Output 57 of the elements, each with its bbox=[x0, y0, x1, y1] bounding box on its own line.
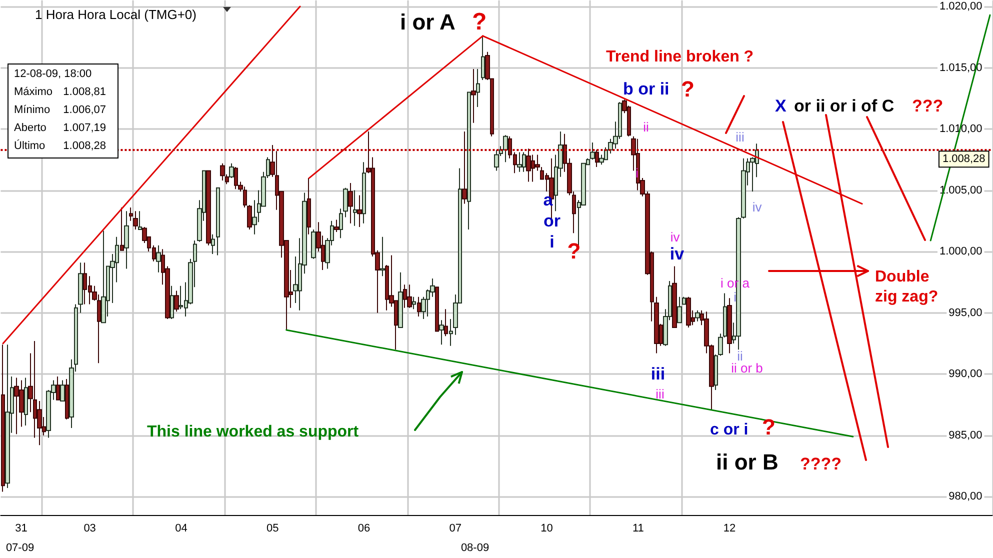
annotation: ii bbox=[643, 120, 649, 134]
annotation: This line worked as support bbox=[147, 424, 360, 440]
text: 07-09 bbox=[6, 542, 34, 554]
annotation: iv bbox=[670, 230, 680, 244]
annotation: ? bbox=[472, 8, 487, 36]
ref-line-label: 1.008,28 bbox=[942, 153, 986, 166]
annotation: ii bbox=[737, 348, 743, 364]
y-tick-label: 980,00 bbox=[948, 490, 982, 503]
annotation: c or i bbox=[710, 422, 748, 438]
annotation: iii bbox=[736, 130, 744, 144]
text: 1 Hora Hora Local (TMG+0) bbox=[35, 7, 196, 22]
annotation: 1.008,81 bbox=[63, 86, 106, 98]
x-tick-label: 31 bbox=[15, 522, 28, 534]
annotation: ? bbox=[567, 238, 581, 264]
annotation: iv bbox=[670, 244, 685, 264]
annotation: or ii or i of C bbox=[794, 96, 894, 116]
x-tick-label: 03 bbox=[84, 522, 96, 534]
y-tick-label: 1.020,00 bbox=[939, 0, 982, 12]
annotation: i bbox=[734, 290, 737, 304]
x-tick-label: 12 bbox=[723, 522, 736, 534]
annotation: b or ii bbox=[623, 80, 670, 98]
annotation: iv bbox=[752, 200, 762, 214]
annotation: ? bbox=[681, 76, 694, 102]
annotation: zig zag? bbox=[875, 288, 938, 306]
x-tick-label: 04 bbox=[175, 522, 188, 534]
annotation: 1.008,28 bbox=[63, 140, 106, 152]
text: 08-09 bbox=[460, 542, 490, 554]
annotation: i bbox=[636, 166, 639, 180]
annotation: 1.007,19 bbox=[63, 122, 106, 134]
annotation: X bbox=[775, 96, 787, 116]
annotation: i or A bbox=[400, 10, 456, 34]
annotation: ii or B bbox=[716, 450, 778, 474]
x-tick-label: 07 bbox=[449, 522, 462, 534]
annotation: Trend line broken ? bbox=[606, 48, 754, 66]
x-tick-label: 11 bbox=[632, 522, 644, 534]
annotation: or bbox=[544, 212, 561, 230]
annotation: 1.006,07 bbox=[63, 104, 106, 116]
annotation: 12-08-09, 18:00 bbox=[14, 68, 92, 80]
annotation: Double bbox=[875, 268, 930, 286]
y-tick-label: 995,00 bbox=[948, 306, 982, 319]
y-tick-label: 1.000,00 bbox=[939, 246, 982, 258]
annotation: Último bbox=[14, 139, 46, 152]
x-tick-label: 05 bbox=[266, 522, 279, 534]
annotation: ???? bbox=[800, 454, 842, 474]
y-tick-label: 985,00 bbox=[948, 429, 982, 442]
x-tick-label: 10 bbox=[540, 522, 553, 534]
annotation: Aberto bbox=[14, 122, 46, 134]
annotation: iii bbox=[656, 386, 664, 402]
annotation: Máximo bbox=[14, 86, 53, 98]
x-tick-label: 06 bbox=[358, 522, 370, 534]
annotation: ??? bbox=[912, 96, 944, 116]
annotation: ii or b bbox=[731, 360, 763, 376]
annotation: i bbox=[550, 232, 554, 252]
annotation: iii bbox=[650, 364, 666, 384]
annotation: ? bbox=[762, 414, 776, 440]
annotation: Mínimo bbox=[14, 104, 50, 116]
y-tick-label: 990,00 bbox=[948, 368, 982, 380]
